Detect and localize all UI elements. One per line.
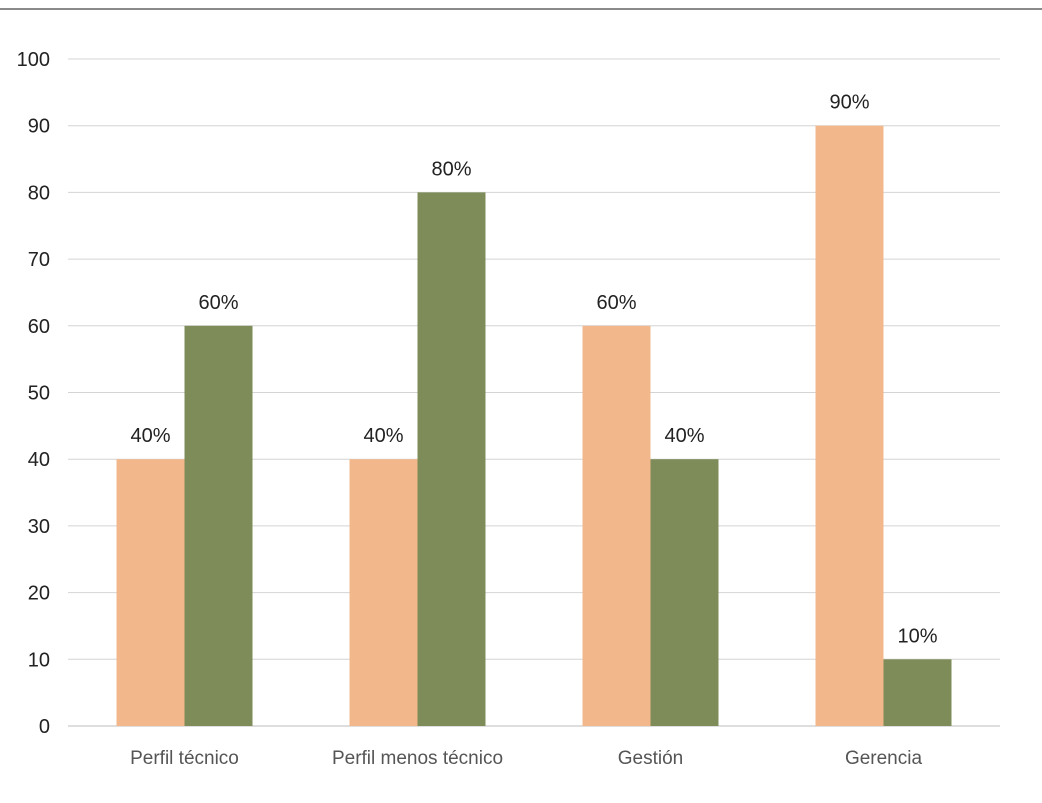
y-tick-label: 20 [28,583,50,605]
bar-series1-1 [116,459,185,726]
data-labels: 40% 60% 40% 80% 60% 40% 90% 10% [130,92,937,648]
data-label: 60% [198,292,238,314]
y-tick-label: 60 [28,316,50,338]
y-tick-label: 80 [28,182,50,204]
data-label: 40% [363,425,403,447]
y-tick-label: 90 [28,116,50,138]
y-tick-label: 0 [39,716,50,738]
data-label: 10% [897,625,937,647]
y-tick-label: 30 [28,516,50,538]
data-label: 90% [829,92,869,114]
x-category-label: Perfil menos técnico [332,748,503,769]
bar-series2-3 [650,459,719,726]
x-axis-labels: Perfil técnico Perfil menos técnico Gestió… [130,748,922,769]
bar-series2-4 [883,659,952,726]
bar-series2-1 [184,325,253,726]
bar-series1-4 [815,125,884,726]
y-tick-label: 10 [28,649,50,671]
x-category-label: Gestión [618,748,683,769]
data-label: 80% [431,158,471,180]
y-tick-label: 70 [28,249,50,271]
bars [116,125,952,726]
x-category-label: Gerencia [845,748,923,769]
data-label: 60% [596,292,636,314]
bar-series1-2 [349,459,418,726]
data-label: 40% [664,425,704,447]
y-axis-ticks: 0 10 20 30 40 50 60 70 80 90 100 [17,49,50,738]
bar-series2-2 [417,192,486,726]
data-label: 40% [130,425,170,447]
y-tick-label: 50 [28,383,50,405]
bar-series1-3 [582,325,651,726]
y-tick-label: 100 [17,49,50,71]
x-category-label: Perfil técnico [130,748,239,769]
y-tick-label: 40 [28,449,50,471]
